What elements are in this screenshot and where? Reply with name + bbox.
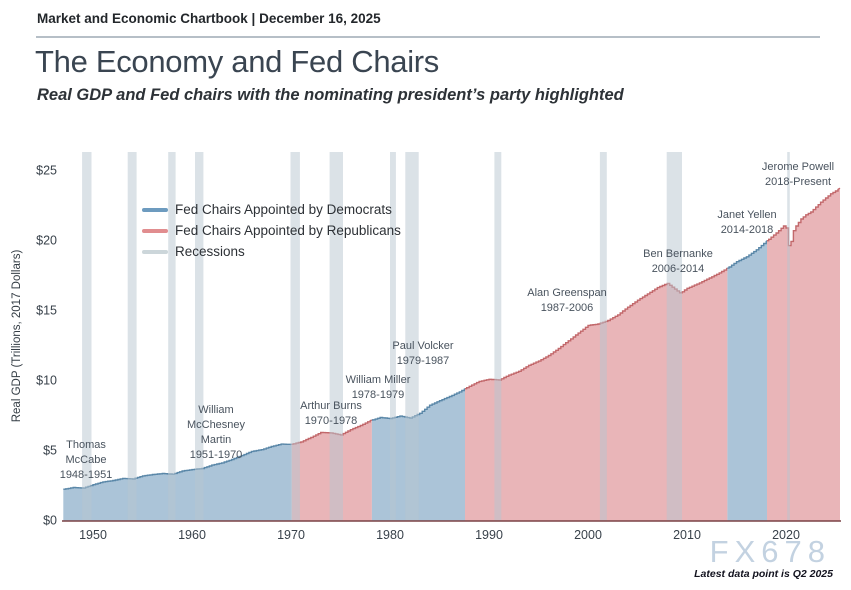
y-axis-title: Real GDP (Trillions, 2017 Dollars) [11, 250, 23, 423]
recession-band [390, 152, 396, 521]
recession-band [599, 152, 607, 521]
chair-annotation-martin: William McChesney Martin 1951-1970 [186, 404, 246, 461]
report-header: Market and Economic Chartbook | December… [37, 11, 381, 26]
y-tick-label: $20 [36, 234, 57, 248]
recession-band [82, 152, 92, 521]
chair-annotation-greenspan: Alan Greenspan 1987-2006 [527, 287, 607, 314]
legend-item: Fed Chairs Appointed by Republicans [142, 220, 401, 241]
x-tick-label: 1980 [376, 528, 404, 542]
gdp-line-segment-D [63, 443, 292, 490]
chair-annotation-yellen: Janet Yellen 2014-2018 [717, 209, 777, 236]
gdp-area-segment-D [727, 240, 767, 521]
data-footnote: Latest data point is Q2 2025 [694, 568, 833, 580]
x-tick-label: 1960 [178, 528, 206, 542]
recession-band [127, 152, 137, 521]
chair-annotation-bernanke: Ben Bernanke 2006-2014 [643, 248, 713, 275]
gdp-line-segment-R [465, 267, 728, 390]
chart-legend: Fed Chairs Appointed by Democrats Fed Cha… [142, 199, 401, 262]
x-tick-label: 2010 [673, 528, 701, 542]
x-tick-label: 1990 [475, 528, 503, 542]
watermark-fx678: FX678 [709, 534, 831, 569]
legend-swatch-icon [142, 228, 168, 233]
x-tick-label: 2000 [574, 528, 602, 542]
page-subtitle: Real GDP and Fed chairs with the nominat… [37, 86, 624, 104]
recession-band [666, 152, 682, 521]
legend-item: Recessions [142, 241, 401, 262]
legend-swatch-icon [142, 207, 168, 212]
chair-annotation-volcker: Paul Volcker 1979-1987 [392, 340, 454, 367]
x-tick-label: 2020 [772, 528, 800, 542]
legend-label: Fed Chairs Appointed by Republicans [175, 223, 401, 238]
x-tick-label: 1970 [277, 528, 305, 542]
gdp-line-segment-R [767, 187, 841, 247]
recession-band [405, 152, 419, 521]
chair-annotation-miller: William Miller 1978-1979 [345, 374, 411, 401]
gdp-line-segment-D [727, 240, 768, 269]
y-tick-label: $5 [43, 444, 57, 458]
recession-band [195, 152, 204, 521]
legend-swatch-icon [142, 249, 168, 254]
gdp-area-segment-R [767, 188, 840, 521]
chair-annotation-burns: Arthur Burns 1970-1978 [300, 400, 362, 427]
y-tick-label: $15 [36, 304, 57, 318]
chair-annotation-mccabe: Thomas McCabe 1948-1951 [59, 439, 113, 481]
x-tick-label: 1950 [79, 528, 107, 542]
recession-band [494, 152, 502, 521]
recession-band [168, 152, 176, 521]
y-tick-label: $0 [43, 514, 57, 528]
chair-annotation-powell: Jerome Powell 2018-Present [761, 161, 835, 188]
y-tick-label: $25 [36, 164, 57, 178]
recession-band [787, 152, 790, 521]
header-rule [36, 36, 820, 38]
legend-label: Recessions [175, 244, 245, 259]
recession-band [290, 152, 300, 521]
legend-label: Fed Chairs Appointed by Democrats [175, 202, 392, 217]
gdp-area-segment-D [63, 444, 292, 521]
legend-item: Fed Chairs Appointed by Democrats [142, 199, 401, 220]
gdp-area-segment-R [465, 268, 728, 521]
recession-band [329, 152, 343, 521]
y-tick-label: $10 [36, 374, 57, 388]
page-title: The Economy and Fed Chairs [35, 44, 440, 79]
